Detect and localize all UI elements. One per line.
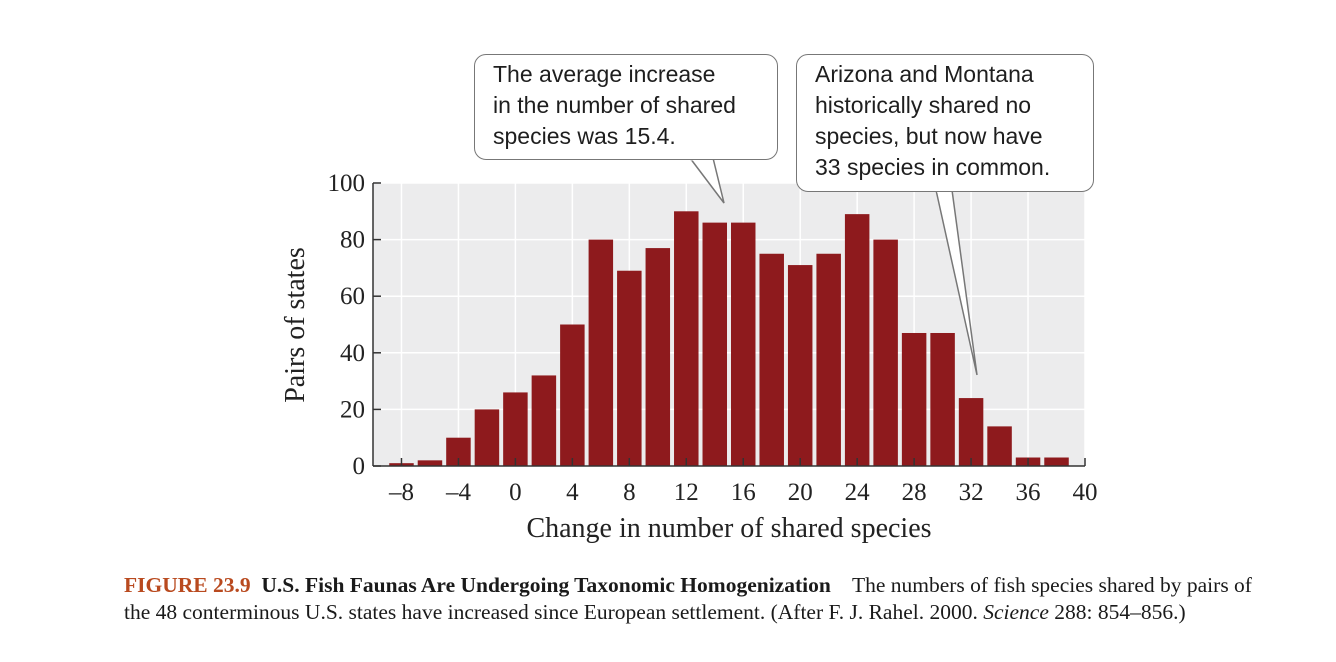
bar [987,426,1012,466]
bar [588,239,614,466]
bar [674,211,699,466]
caption-citation: 288: 854–856.) [1054,600,1186,624]
callout-arizona-montana: Arizona and Montana historically shared … [796,54,1094,192]
x-tick-label: 0 [509,479,522,506]
x-tick-label: 36 [1016,479,1041,506]
caption-text: The numbers of fish species shared by pa… [124,573,1252,624]
caption-journal: Science [983,600,1049,624]
bar [560,324,585,466]
bar [873,239,898,466]
x-axis-title: Change in number of shared species [526,513,931,544]
figure-number: FIGURE 23.9 [124,573,251,597]
callout-arizona-line-3: species, but now have [815,123,1043,149]
y-axis-title: Pairs of states [280,247,311,403]
x-tick-label: 12 [674,479,699,506]
callout-arizona-line-2: historically shared no [815,92,1032,118]
y-tick-label: 80 [340,227,365,254]
bar [417,460,443,466]
callout-arizona-line-1: Arizona and Montana [815,61,1034,87]
bar [787,265,813,466]
x-tick-label: 8 [623,479,636,506]
x-tick-label: 32 [959,479,984,506]
bar [503,392,528,466]
callout-average-line-3: species was 15.4. [493,123,676,149]
bar [759,253,784,466]
y-tick-label: 40 [340,340,365,367]
bar [1044,457,1069,466]
callout-average-line-1: The average increase [493,61,716,87]
figure-caption: FIGURE 23.9 U.S. Fish Faunas Are Undergo… [124,572,1274,626]
callout-arizona-line-4: 33 species in common. [815,154,1051,180]
bar [730,222,756,466]
figure-title: U.S. Fish Faunas Are Undergoing Taxonomi… [261,573,831,597]
bar [901,332,927,466]
x-tick-label: 16 [731,479,756,506]
y-tick-label: 20 [340,396,365,423]
x-tick-label: 24 [845,479,871,506]
y-tick-label: 100 [328,170,366,197]
callout-average-line-2: in the number of shared [493,92,736,118]
y-tick-label: 0 [353,453,366,480]
bar [844,214,870,466]
callout-average-increase: The average increase in the number of sh… [474,54,778,160]
bar [930,332,955,466]
x-tick-label: –8 [388,479,414,506]
x-tick-label: 4 [566,479,579,506]
bar [474,409,500,466]
bar [531,375,557,466]
x-tick-label: 28 [902,479,927,506]
bar [617,270,642,466]
y-tick-label: 60 [340,283,365,310]
bar [702,222,728,466]
bar [958,398,984,466]
bar [645,248,671,466]
x-tick-label: –4 [445,479,472,506]
x-tick-label: 40 [1073,479,1098,506]
x-tick-label: 20 [788,479,813,506]
bar [816,253,841,466]
